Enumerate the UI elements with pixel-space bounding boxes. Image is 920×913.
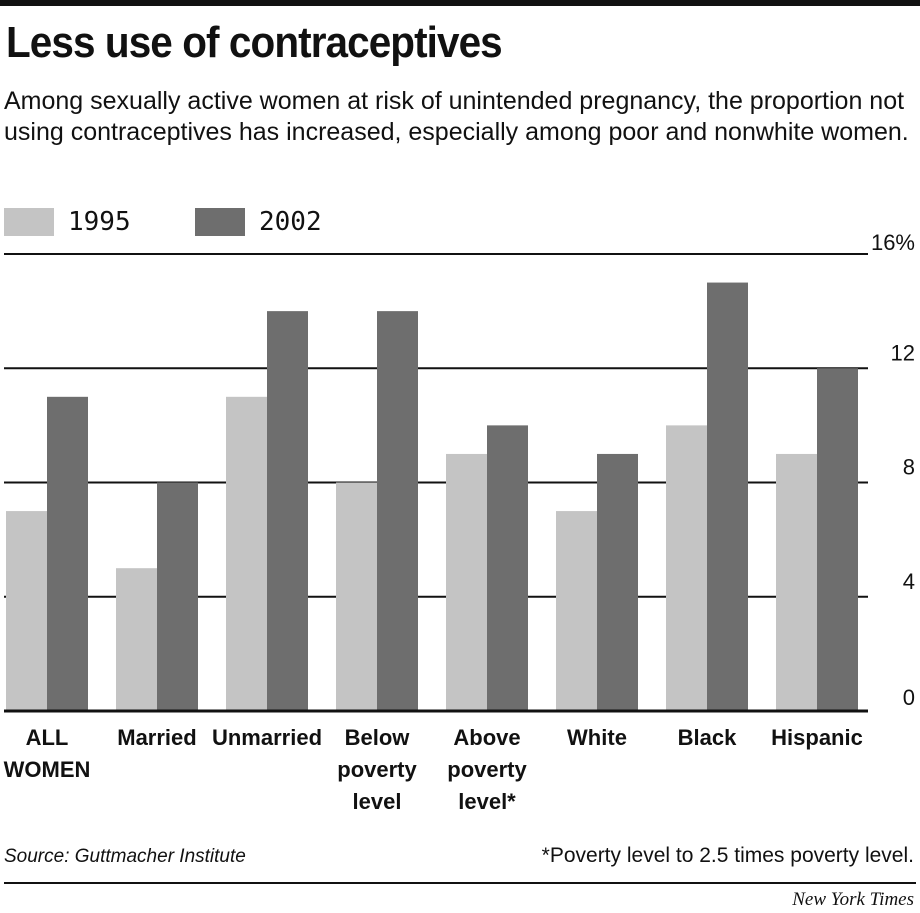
- bar: [267, 311, 308, 711]
- bar: [47, 396, 88, 711]
- bar: [707, 282, 748, 711]
- bar: [487, 425, 528, 711]
- top-rule: [0, 0, 920, 6]
- chart-subtitle: Among sexually active women at risk of u…: [4, 87, 909, 146]
- x-tick-label: Married: [117, 725, 196, 750]
- bar: [597, 453, 638, 711]
- x-tick-label: ALL WOMEN: [4, 725, 91, 782]
- bar: [226, 396, 267, 711]
- x-tick-label: White: [567, 725, 627, 750]
- footnote: *Poverty level to 2.5 times poverty leve…: [541, 844, 914, 867]
- bar: [817, 368, 858, 711]
- bar: [157, 482, 198, 711]
- x-tick-label: Black: [678, 725, 737, 750]
- bar: [666, 425, 707, 711]
- legend-label-1995: 1995: [68, 207, 131, 237]
- x-tick-label: Above poverty level*: [447, 725, 527, 814]
- x-tick-label: Below poverty level: [337, 725, 417, 814]
- bottom-rule: [4, 882, 916, 884]
- y-tick-label: 0: [903, 685, 915, 710]
- bar: [6, 511, 47, 711]
- legend-label-2002: 2002: [259, 207, 322, 237]
- x-tick-label: Unmarried: [212, 725, 322, 750]
- legend-swatch-2002: [195, 208, 245, 236]
- source-note: Source: Guttmacher Institute: [4, 846, 246, 867]
- y-tick-label: 4: [903, 569, 915, 594]
- bar: [556, 511, 597, 711]
- bar: [776, 453, 817, 711]
- bar: [336, 482, 377, 711]
- y-tick-label: 8: [903, 455, 915, 480]
- bar: [446, 453, 487, 711]
- legend-swatch-1995: [4, 208, 54, 236]
- y-tick-label: 16%: [871, 230, 915, 255]
- x-tick-label: Hispanic: [771, 725, 863, 750]
- credit: New York Times: [792, 889, 914, 910]
- y-tick-label: 12: [891, 340, 915, 365]
- bar: [377, 311, 418, 711]
- bar: [116, 568, 157, 711]
- chart-title: Less use of contraceptives: [6, 18, 503, 67]
